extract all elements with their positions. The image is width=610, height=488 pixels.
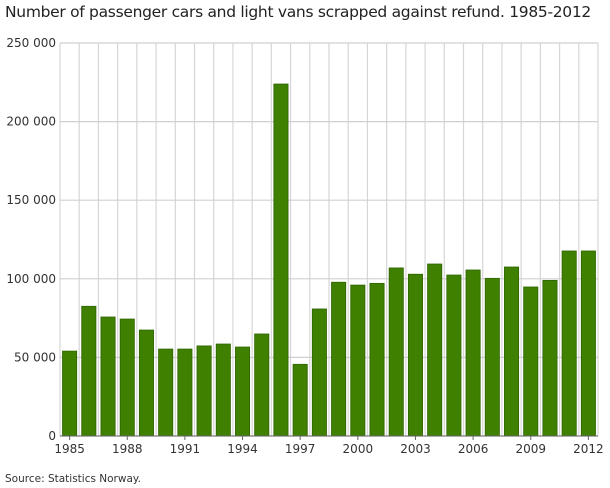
bar-1989 bbox=[138, 329, 154, 437]
y-tick-label: 100 000 bbox=[6, 272, 56, 286]
bar-2006 bbox=[465, 269, 481, 437]
bar-2000 bbox=[350, 284, 366, 437]
bar-2011 bbox=[561, 250, 577, 437]
y-tick-label: 0 bbox=[48, 429, 56, 443]
x-tick-label: 2012 bbox=[573, 442, 604, 456]
bar-1990 bbox=[158, 348, 174, 437]
bar-1995 bbox=[254, 333, 270, 437]
y-tick-label: 200 000 bbox=[6, 115, 56, 129]
bar-1985 bbox=[62, 350, 78, 437]
bar-2007 bbox=[484, 277, 500, 437]
bar-1988 bbox=[119, 318, 135, 437]
x-tick-label: 1988 bbox=[112, 442, 143, 456]
bar-1998 bbox=[311, 308, 327, 437]
bar-2010 bbox=[542, 279, 558, 437]
bar-1993 bbox=[215, 343, 231, 437]
x-tick-label: 2003 bbox=[400, 442, 431, 456]
bar-2009 bbox=[523, 286, 539, 437]
chart-title: Number of passenger cars and light vans … bbox=[5, 3, 591, 21]
x-tick-label: 2006 bbox=[458, 442, 489, 456]
bar-1997 bbox=[292, 363, 308, 437]
bar-2003 bbox=[407, 273, 423, 437]
x-tick-label: 1994 bbox=[227, 442, 258, 456]
x-tick-label: 2000 bbox=[343, 442, 374, 456]
bar-1996 bbox=[273, 83, 289, 437]
bar-2004 bbox=[427, 263, 443, 437]
bar-1987 bbox=[100, 316, 116, 437]
bar-1994 bbox=[235, 346, 251, 437]
x-tick-label: 1985 bbox=[54, 442, 85, 456]
bar-2001 bbox=[369, 282, 385, 437]
y-tick-label: 250 000 bbox=[6, 36, 56, 50]
y-tick-label: 150 000 bbox=[6, 193, 56, 207]
bar-1991 bbox=[177, 348, 193, 437]
y-tick-label: 50 000 bbox=[14, 350, 56, 364]
source-note: Source: Statistics Norway. bbox=[5, 473, 141, 485]
bar-2002 bbox=[388, 267, 404, 437]
x-tick-label: 1991 bbox=[170, 442, 201, 456]
bar-2012 bbox=[580, 250, 596, 437]
bar-1999 bbox=[331, 281, 347, 437]
bar-2005 bbox=[446, 274, 462, 437]
bar-2008 bbox=[504, 266, 520, 437]
x-tick-label: 2009 bbox=[515, 442, 546, 456]
x-tick-label: 1997 bbox=[285, 442, 316, 456]
bar-1992 bbox=[196, 345, 212, 437]
bar-1986 bbox=[81, 305, 97, 437]
